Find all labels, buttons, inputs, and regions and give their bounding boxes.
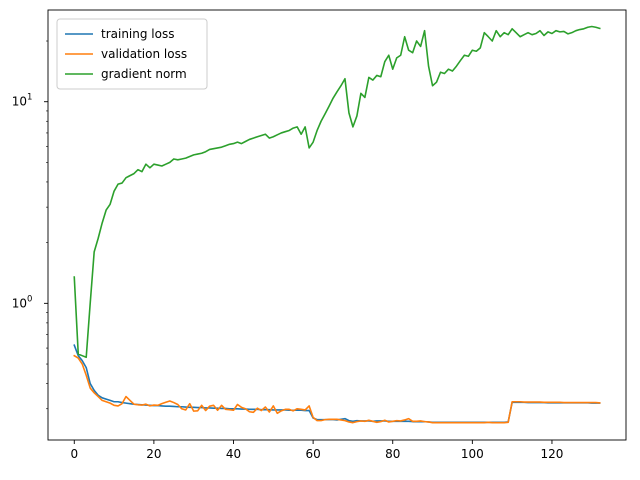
x-axis: 0 20 40 60 80 100 120 xyxy=(70,440,563,461)
series-line-2 xyxy=(73,25,601,359)
legend: training loss validation loss gradient nor… xyxy=(56,18,208,90)
legend-label: gradient norm xyxy=(101,67,187,81)
x-tick-label: 20 xyxy=(146,447,161,461)
plot-frame xyxy=(47,9,627,441)
series-layer xyxy=(73,25,601,424)
x-tick-label: 0 xyxy=(70,447,78,461)
series-line-1 xyxy=(73,354,601,424)
x-tick-label: 40 xyxy=(226,447,241,461)
y-tick-base: 10 xyxy=(12,95,27,109)
y-tick-label: 10 xyxy=(12,296,27,310)
legend-label: validation loss xyxy=(101,47,187,61)
x-tick-label: 60 xyxy=(305,447,320,461)
y-tick-exponent: 1 xyxy=(27,93,32,103)
legend-box xyxy=(56,18,208,90)
y-tick-label: 10 xyxy=(12,95,27,109)
y-tick-exponent: 0 xyxy=(27,294,32,304)
y-tick-base: 10 xyxy=(12,296,27,310)
legend-label: training loss xyxy=(101,27,174,41)
x-tick-label: 100 xyxy=(461,447,484,461)
x-tick-label: 120 xyxy=(541,447,564,461)
x-tick-label: 80 xyxy=(385,447,400,461)
